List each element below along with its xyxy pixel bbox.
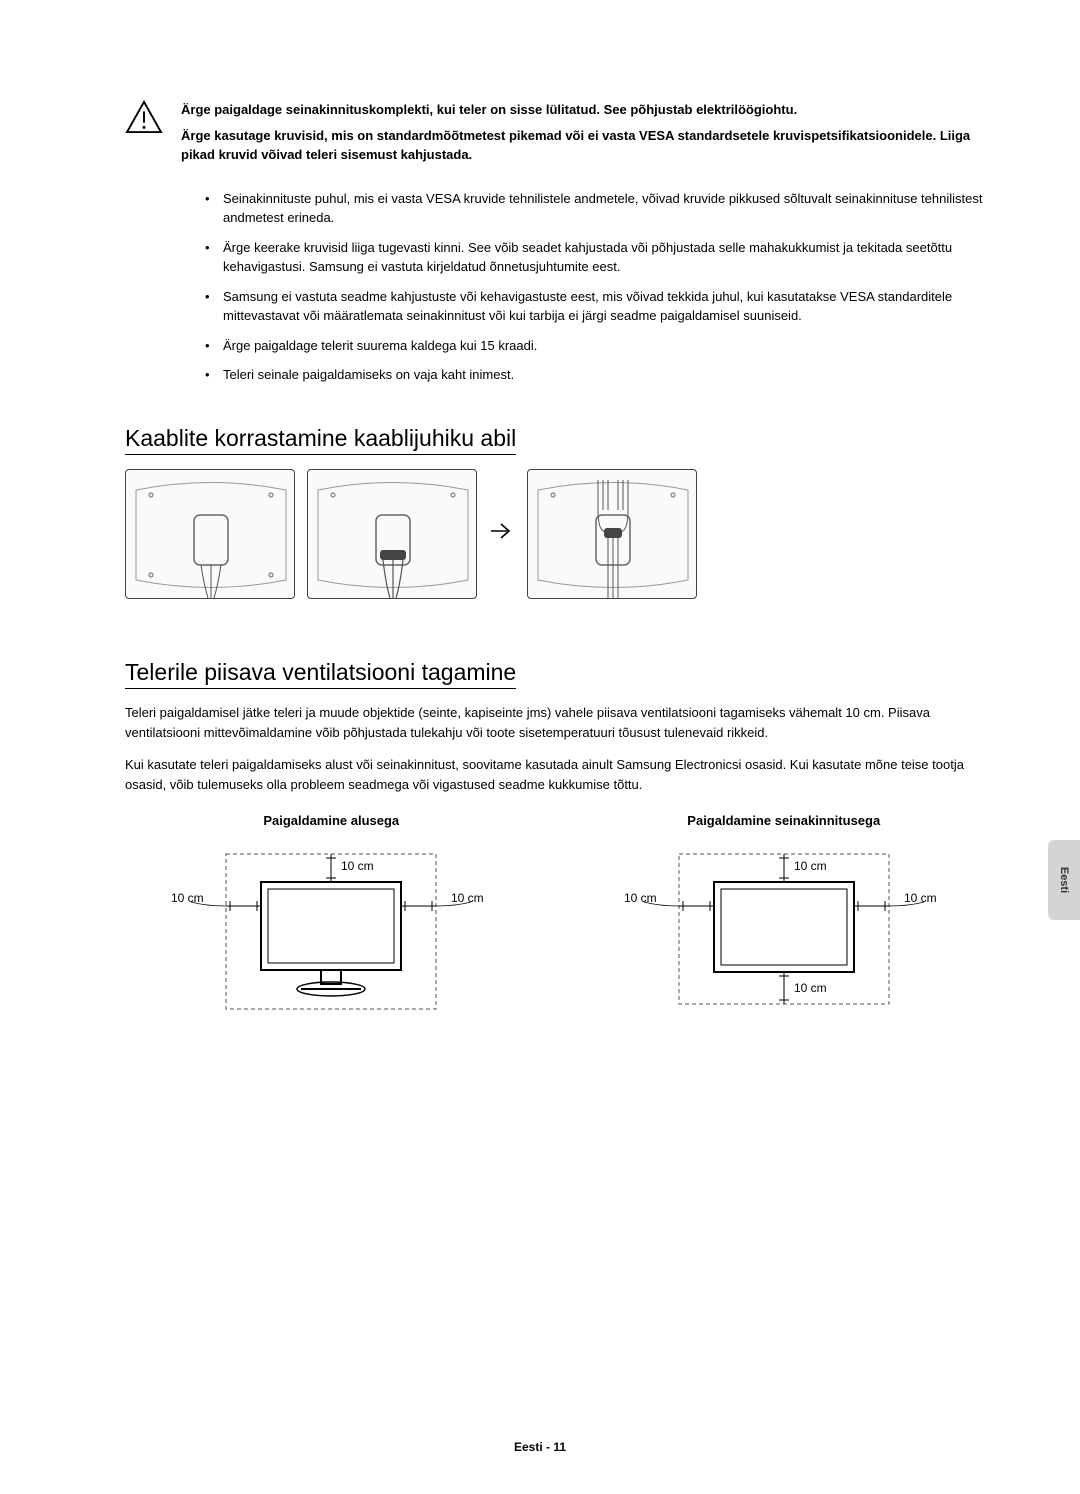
clearance-label: 10 cm: [171, 891, 204, 905]
page-footer: Eesti - 11: [0, 1440, 1080, 1454]
warning-icon: [125, 100, 163, 134]
cable-diagram-panel-1: [125, 469, 295, 599]
bullet-item: Seinakinnituste puhul, mis ei vasta VESA…: [205, 189, 990, 228]
warning-line-2: Ärge kasutage kruvisid, mis on standardm…: [181, 126, 990, 165]
heading-cable-management: Kaablite korrastamine kaablijuhiku abil: [125, 425, 516, 455]
bullet-item: Ärge keerake kruvisid liiga tugevasti ki…: [205, 238, 990, 277]
warning-line-1: Ärge paigaldage seinakinnituskomplekti, …: [181, 100, 990, 120]
install-stand-label: Paigaldamine alusega: [125, 813, 538, 828]
heading-ventilation: Telerile piisava ventilatsiooni tagamine: [125, 659, 516, 689]
clearance-label: 10 cm: [794, 859, 827, 873]
install-stand-diagram: 10 cm 10 cm 10 cm: [171, 844, 491, 1014]
ventilation-paragraph-2: Kui kasutate teleri paigaldamiseks alust…: [125, 755, 990, 795]
bullet-item: Samsung ei vastuta seadme kahjustuste võ…: [205, 287, 990, 326]
warning-block: Ärge paigaldage seinakinnituskomplekti, …: [125, 100, 990, 171]
clearance-label: 10 cm: [341, 859, 374, 873]
clearance-label: 10 cm: [624, 891, 657, 905]
clearance-label: 10 cm: [451, 891, 484, 905]
installation-diagrams: Paigaldamine alusega 10 cm 10 cm: [125, 813, 990, 1019]
bullet-item: Teleri seinale paigaldamiseks on vaja ka…: [205, 365, 990, 385]
ventilation-paragraph-1: Teleri paigaldamisel jätke teleri ja muu…: [125, 703, 990, 743]
install-wall-label: Paigaldamine seinakinnitusega: [578, 813, 991, 828]
bullet-item: Ärge paigaldage telerit suurema kaldega …: [205, 336, 990, 356]
install-stand-column: Paigaldamine alusega 10 cm 10 cm: [125, 813, 538, 1019]
bullet-list: Seinakinnituste puhul, mis ei vasta VESA…: [125, 189, 990, 385]
cable-diagram-panel-3: [527, 469, 697, 599]
arrow-icon: [489, 521, 515, 546]
cable-diagram-panel-2: [307, 469, 477, 599]
cable-diagram-row: [125, 469, 990, 599]
install-wall-diagram: 10 cm 10 cm 10 cm 10 cm: [624, 844, 944, 1014]
clearance-label: 10 cm: [794, 981, 827, 995]
clearance-label: 10 cm: [904, 891, 937, 905]
language-tab-label: Eesti: [1058, 867, 1070, 893]
install-wall-column: Paigaldamine seinakinnitusega 10 cm 10 c…: [578, 813, 991, 1019]
warning-text: Ärge paigaldage seinakinnituskomplekti, …: [181, 100, 990, 171]
language-tab: Eesti: [1048, 840, 1080, 920]
